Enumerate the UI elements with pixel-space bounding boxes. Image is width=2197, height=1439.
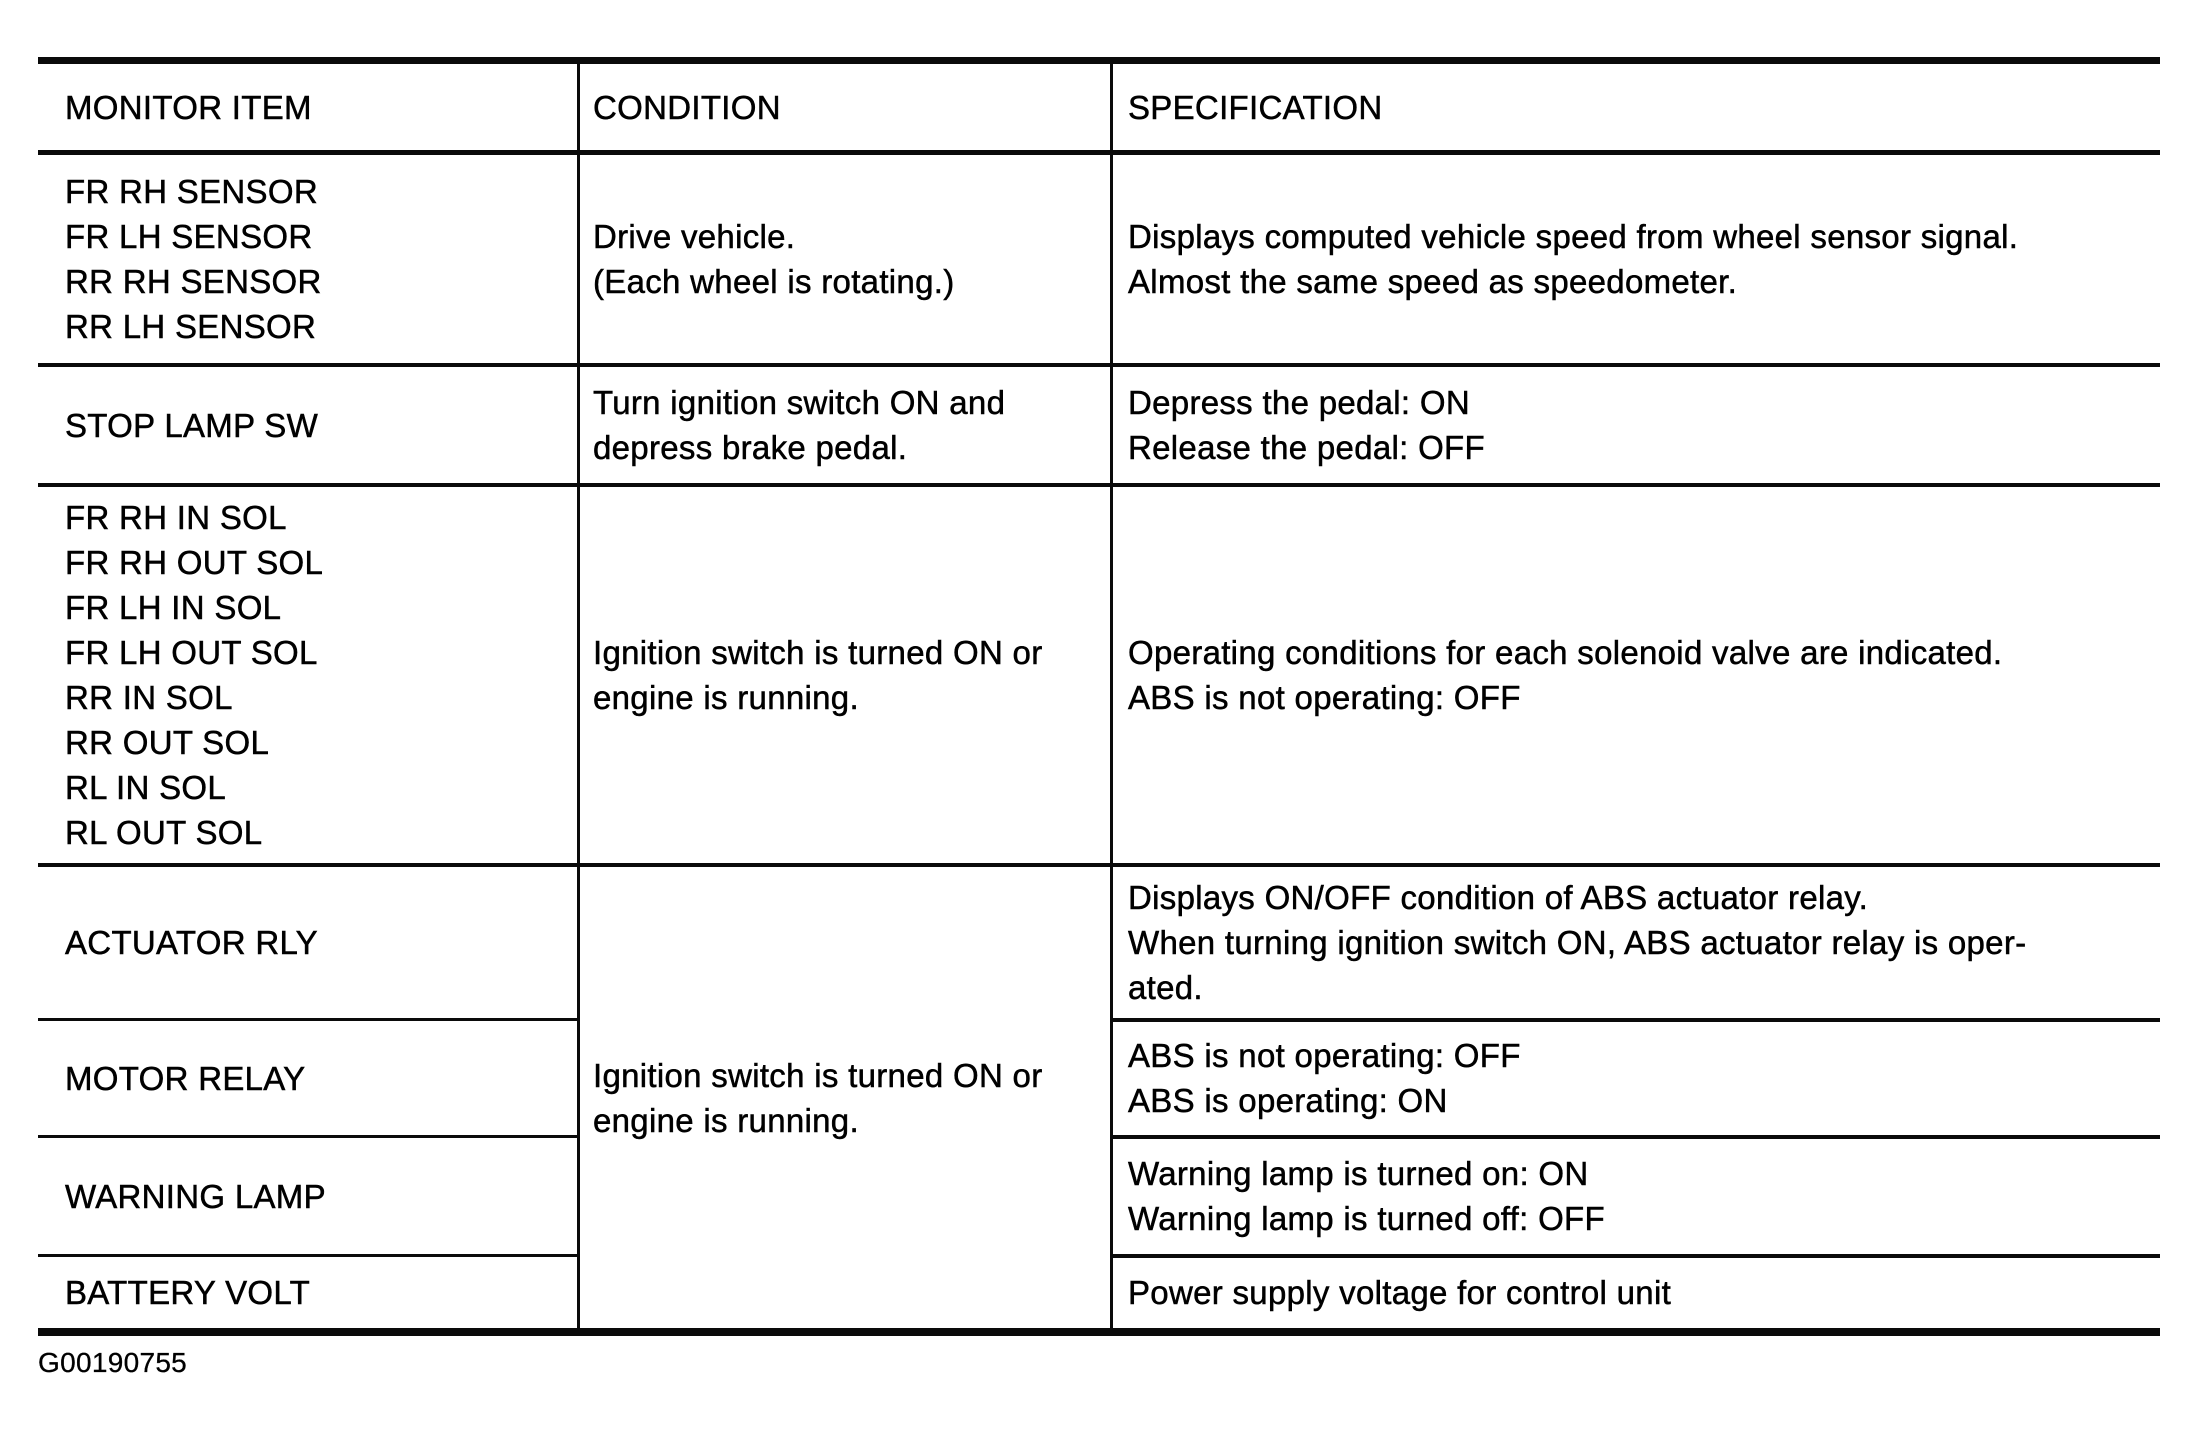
row-divider — [38, 863, 2160, 867]
cell-monitor-item: FR RH SENSOR FR LH SENSOR RR RH SENSOR R… — [65, 173, 322, 346]
cell-specification: Power supply voltage for control unit — [1128, 1274, 1672, 1312]
row-divider — [1110, 1135, 2160, 1139]
cell-condition: Ignition switch is turned ON or engine i… — [593, 634, 1043, 717]
cell-monitor-item: WARNING LAMP — [65, 1177, 326, 1215]
cell-condition-merged: Ignition switch is turned ON or engine i… — [593, 1056, 1043, 1139]
cell-specification: Warning lamp is turned on: ON Warning la… — [1128, 1155, 1605, 1238]
header-monitor-item: MONITOR ITEM — [65, 88, 312, 126]
table-top-border — [38, 57, 2160, 64]
cell-monitor-item: FR RH IN SOL FR RH OUT SOL FR LH IN SOL … — [65, 499, 324, 852]
cell-condition: Drive vehicle. (Each wheel is rotating.) — [593, 218, 955, 301]
cell-specification: ABS is not operating: OFF ABS is operati… — [1128, 1037, 1521, 1120]
cell-specification: Displays ON/OFF condition of ABS actuato… — [1128, 879, 2027, 1007]
column-divider — [1110, 57, 1113, 1336]
row-divider — [38, 363, 2160, 367]
cell-monitor-item: ACTUATOR RLY — [65, 924, 318, 962]
column-divider — [577, 57, 580, 1336]
row-divider — [38, 483, 2160, 487]
cell-monitor-item: BATTERY VOLT — [65, 1274, 311, 1312]
cell-specification: Depress the pedal: ON Release the pedal:… — [1128, 384, 1485, 467]
header-condition: CONDITION — [593, 88, 781, 126]
cell-condition: Turn ignition switch ON and depress brak… — [593, 384, 1006, 467]
cell-monitor-item: MOTOR RELAY — [65, 1059, 306, 1097]
row-divider — [1110, 1254, 2160, 1258]
row-divider — [38, 1018, 580, 1021]
header-specification: SPECIFICATION — [1128, 88, 1383, 126]
row-divider — [38, 1135, 580, 1138]
cell-specification: Displays computed vehicle speed from whe… — [1128, 218, 2019, 301]
table-bottom-border — [38, 1328, 2160, 1336]
row-divider — [1110, 1018, 2160, 1022]
cell-specification: Operating conditions for each solenoid v… — [1128, 634, 2003, 717]
cell-monitor-item: STOP LAMP SW — [65, 406, 319, 444]
figure-id: G00190755 — [38, 1347, 188, 1378]
header-bottom-rule — [38, 150, 2160, 155]
row-divider — [38, 1254, 580, 1257]
